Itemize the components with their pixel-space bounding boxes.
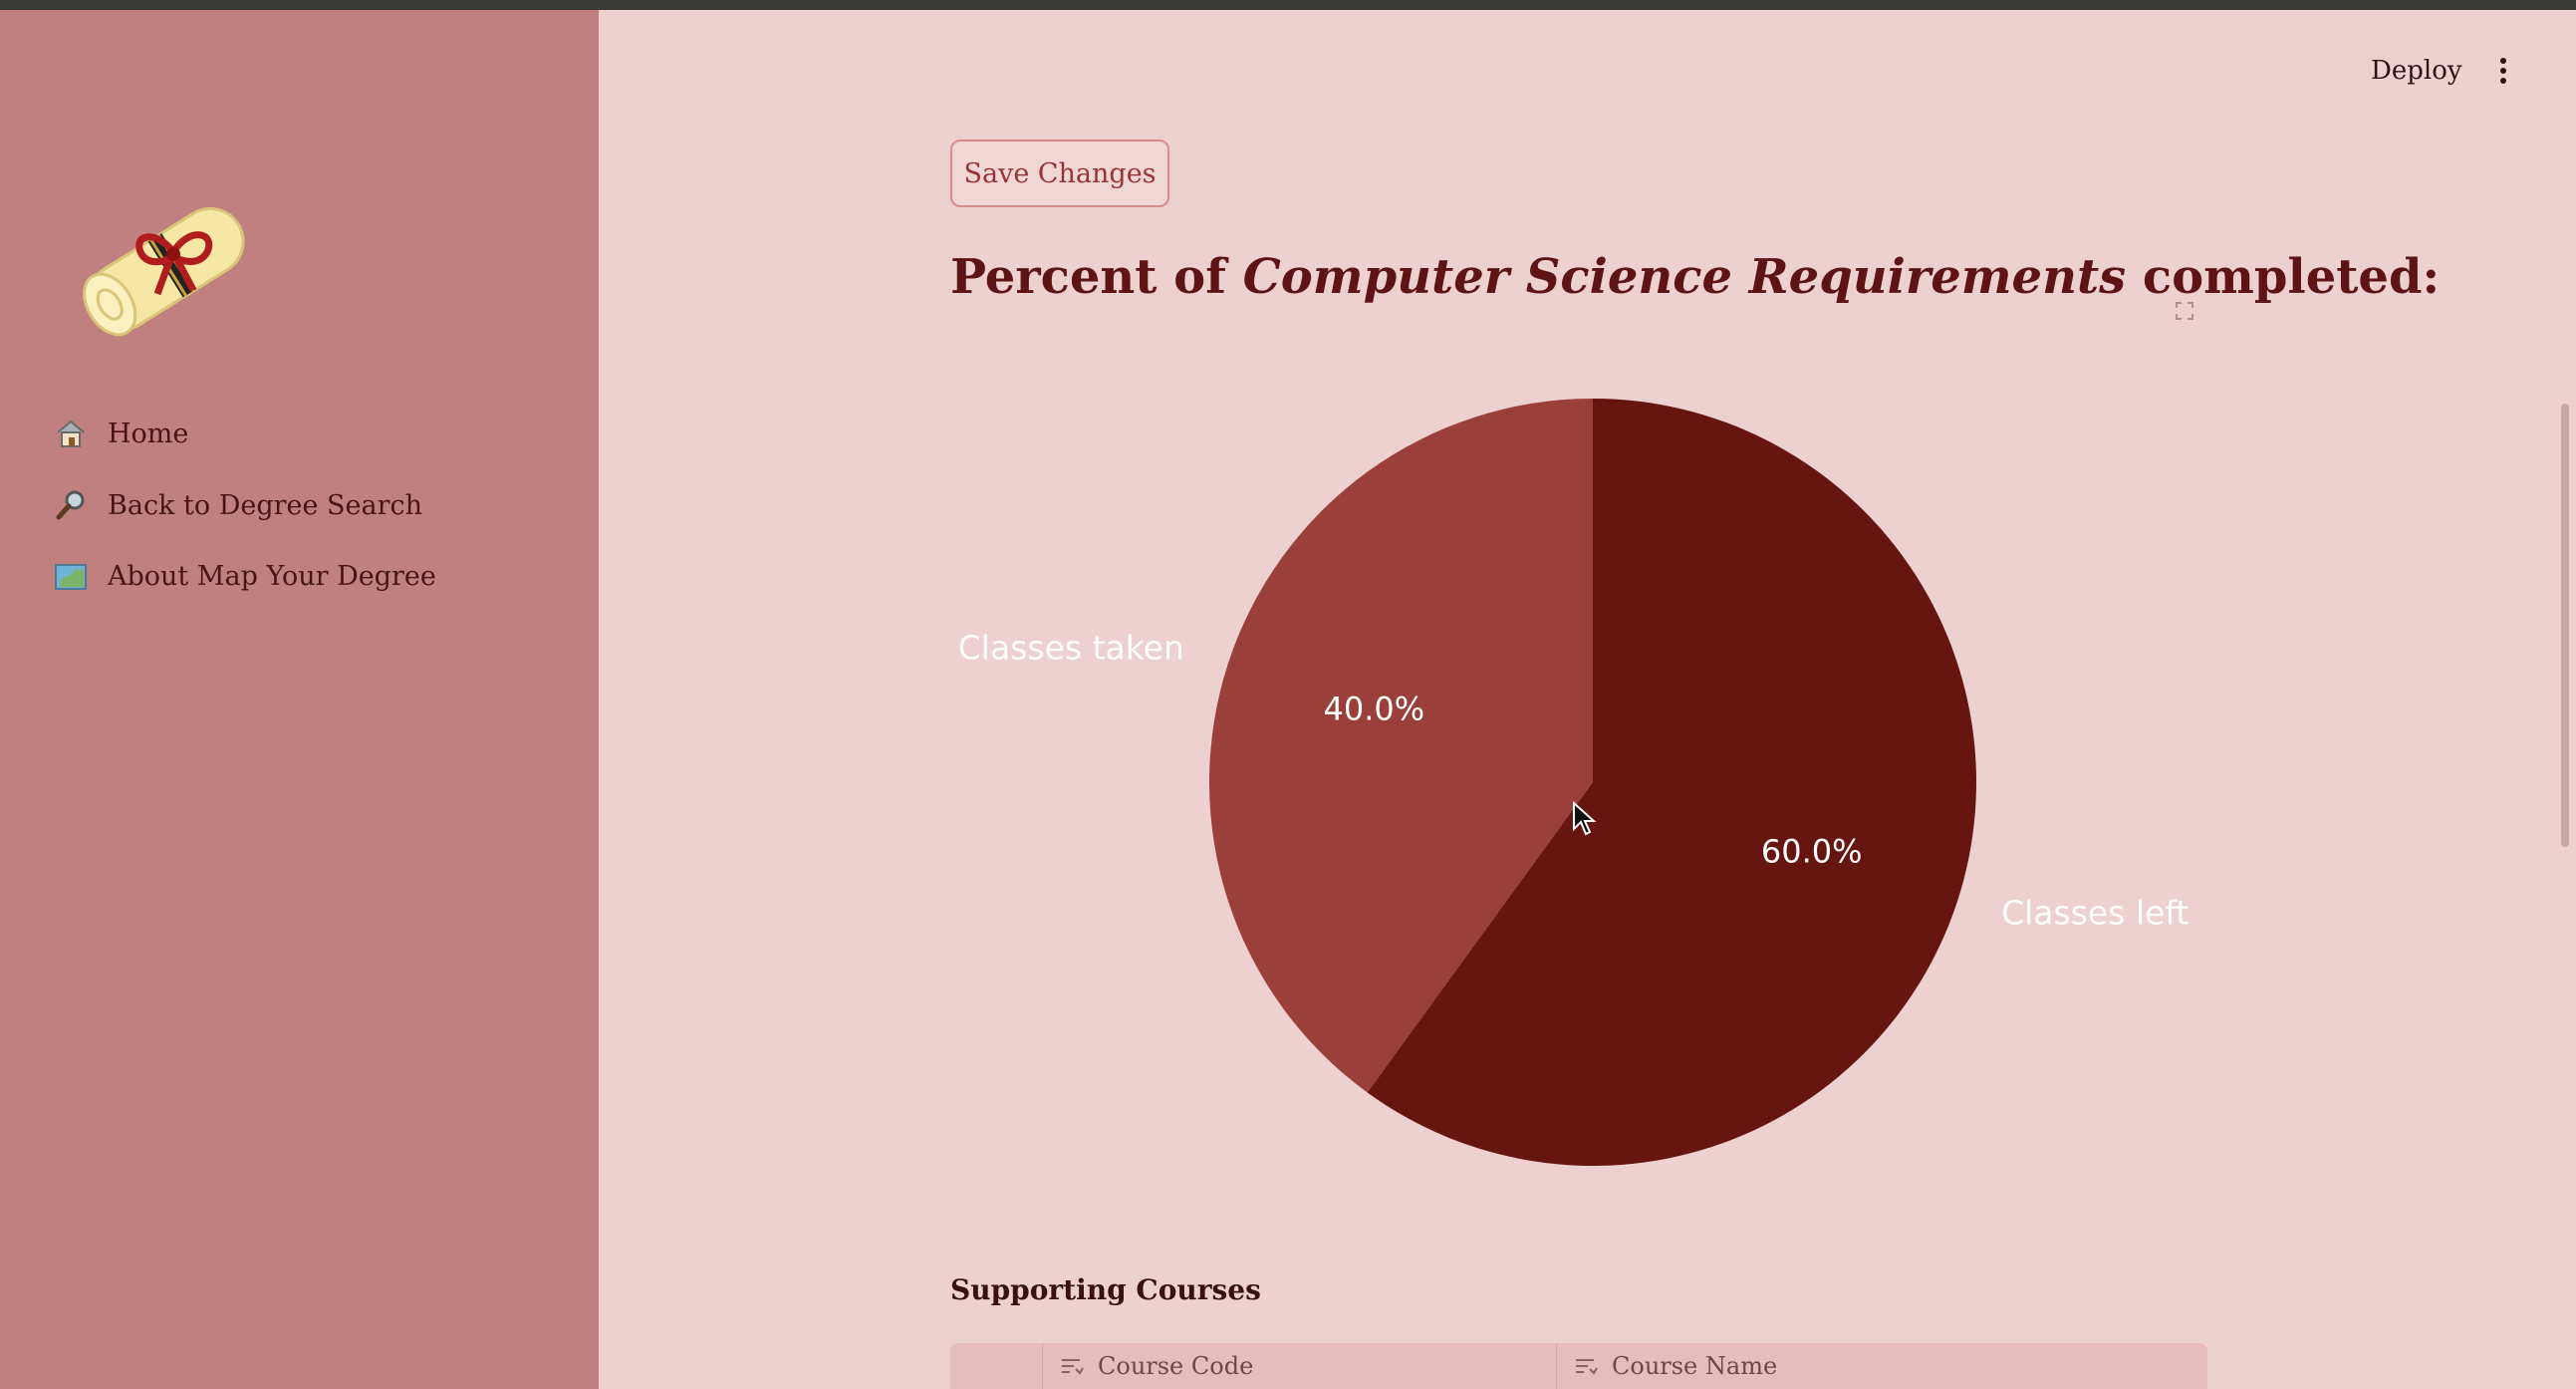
column-label: Course Code bbox=[1098, 1352, 1254, 1380]
window-top-bar bbox=[0, 0, 2576, 10]
sidebar-item-degree-search[interactable]: Back to Degree Search bbox=[52, 480, 422, 530]
column-label: Course Name bbox=[1612, 1352, 1778, 1380]
kebab-menu-icon[interactable] bbox=[2493, 58, 2513, 88]
courses-table-header: Course Code Course Name bbox=[950, 1343, 2207, 1389]
pie-percent-label: 40.0% bbox=[1323, 691, 1424, 728]
save-changes-button[interactable]: Save Changes bbox=[950, 139, 1169, 207]
pie-percent-label: 60.0% bbox=[1761, 832, 1863, 870]
column-divider bbox=[1556, 1343, 1557, 1389]
pie-slice-classes-left[interactable] bbox=[1367, 399, 1977, 1166]
main-scrollbar[interactable] bbox=[2561, 404, 2569, 847]
column-header-course-code[interactable]: Course Code bbox=[1060, 1343, 1253, 1389]
title-suffix: completed: bbox=[2126, 249, 2441, 305]
sidebar: Home Back to Degree Search About Map You… bbox=[0, 10, 599, 1389]
pie-category-label: Classes taken bbox=[958, 628, 1184, 667]
sidebar-item-about[interactable]: About Map Your Degree bbox=[52, 551, 436, 601]
house-icon bbox=[52, 415, 90, 452]
magnifier-icon bbox=[52, 486, 90, 524]
map-icon bbox=[52, 557, 90, 595]
mouse-cursor-icon bbox=[1573, 801, 1596, 836]
text-column-icon bbox=[1062, 1359, 1084, 1375]
page-title: Percent of Computer Science Requirements… bbox=[950, 249, 2440, 305]
sidebar-item-label: About Map Your Degree bbox=[108, 560, 436, 592]
supporting-courses-title: Supporting Courses bbox=[950, 1273, 1261, 1306]
fullscreen-icon[interactable] bbox=[2175, 301, 2194, 321]
deploy-button[interactable]: Deploy bbox=[2371, 56, 2462, 86]
text-column-icon bbox=[1576, 1359, 1598, 1375]
diploma-scroll-logo bbox=[83, 206, 245, 337]
pie-category-label: Classes left bbox=[2001, 894, 2189, 933]
title-prefix: Percent of bbox=[950, 249, 1243, 305]
title-emphasis: Computer Science Requirements bbox=[1242, 249, 2127, 305]
column-header-course-name[interactable]: Course Name bbox=[1574, 1343, 1777, 1389]
pie-slice-classes-taken[interactable] bbox=[1209, 399, 1593, 1093]
sidebar-item-label: Back to Degree Search bbox=[108, 489, 423, 521]
sidebar-item-home[interactable]: Home bbox=[52, 409, 188, 458]
sidebar-item-label: Home bbox=[108, 417, 189, 449]
column-divider bbox=[1042, 1343, 1043, 1389]
requirements-pie-chart: 40.0% Classes taken 60.0% Classes left bbox=[958, 399, 2189, 1166]
